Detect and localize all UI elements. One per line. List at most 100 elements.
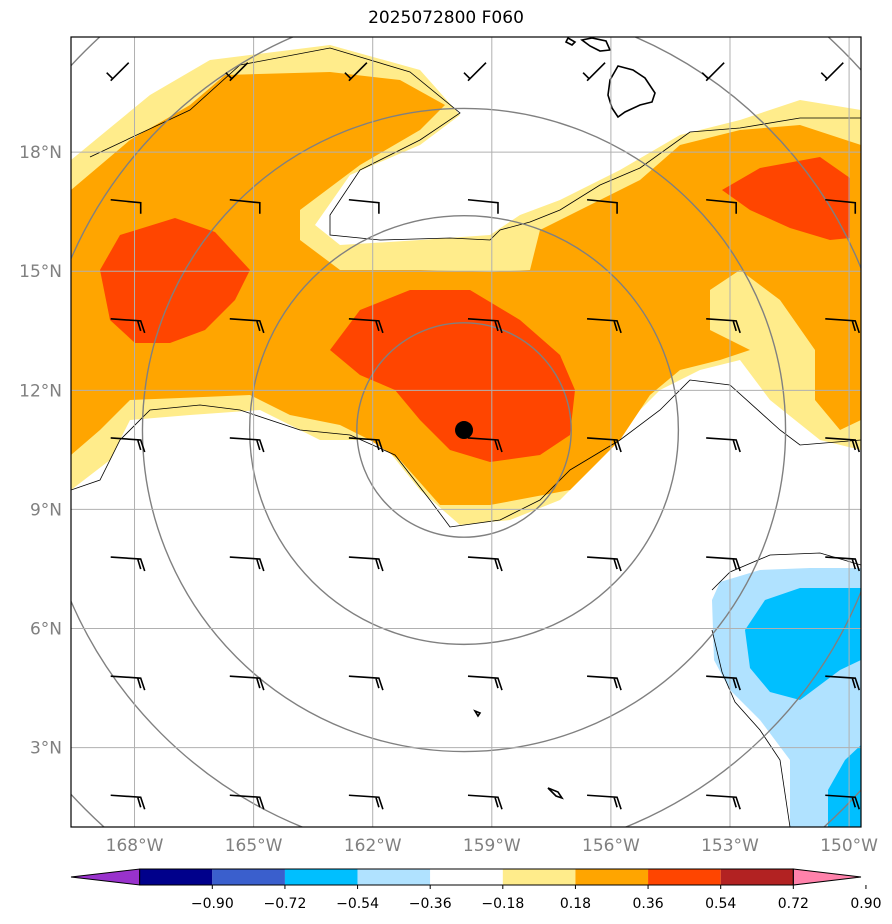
wind-barb [348, 318, 384, 334]
lat-tick-label: 18°N [19, 143, 62, 163]
wind-barbs [106, 62, 861, 810]
wind-barb [348, 675, 384, 691]
wind-barb [467, 437, 503, 453]
wind-barb [706, 675, 741, 691]
wind-barb [706, 794, 741, 810]
lat-tick-label: 9°N [30, 500, 62, 520]
wind-barb [587, 556, 622, 572]
wind-barb [587, 794, 622, 810]
colorbar-tick-label: 0.18 [560, 896, 591, 912]
wind-barb [225, 62, 249, 82]
colorbar-segment [648, 869, 721, 885]
contour-fill-0.54-east [722, 157, 850, 240]
contour-fill-neg-0.36-north [745, 588, 861, 700]
wind-barb [825, 556, 861, 572]
storm-center-marker [455, 421, 474, 440]
coastlines [473, 37, 656, 800]
atoll-coastline-2 [547, 787, 564, 800]
lat-tick-label: 6°N [30, 620, 62, 640]
wind-barb [348, 794, 384, 810]
colorbar-tick-label: −0.90 [191, 896, 234, 912]
colorbar-segment [575, 869, 649, 885]
wind-barb [344, 62, 368, 82]
colorbar-tick-label: 0.90 [850, 896, 881, 912]
lon-tick-label: 156°W [582, 836, 640, 856]
map-frame [70, 36, 862, 828]
contour-fill-0.36 [71, 72, 861, 505]
range-ring [141, 107, 787, 753]
lon-tick-label: 168°W [106, 836, 164, 856]
wind-barb [110, 556, 146, 572]
range-ring [248, 214, 680, 646]
wind-barb [106, 62, 130, 82]
wind-barb [110, 437, 146, 453]
wind-barb [110, 198, 142, 214]
colorbar-tick-label: −0.18 [481, 896, 524, 912]
wind-barb [706, 556, 741, 572]
wind-barb [587, 675, 622, 691]
wind-barb [825, 675, 861, 691]
lon-tick-label: 162°W [344, 836, 402, 856]
lat-tick-label: 15°N [19, 262, 62, 282]
colorbar-segment [212, 869, 285, 885]
wind-barb [348, 437, 384, 453]
wind-barb [229, 198, 261, 214]
wind-barb [348, 556, 384, 572]
wind-barb [348, 198, 380, 214]
contour-fill-0.54-west [100, 218, 250, 343]
colorbar-tick-label: 0.54 [705, 896, 736, 912]
wind-barb [587, 198, 618, 214]
wind-barb [467, 675, 503, 691]
wind-barb [701, 62, 725, 82]
lat-tick-label: 12°N [19, 381, 62, 401]
wind-barb [467, 794, 503, 810]
lon-tick-label: 150°W [820, 836, 878, 856]
contour-fill-0.54-central [330, 290, 575, 462]
wind-barb [110, 675, 146, 691]
colorbar-extend-low [70, 868, 141, 886]
wind-barb [467, 198, 499, 214]
lat-axis: 18°N 15°N 12°N 9°N 6°N 3°N [19, 143, 62, 758]
colorbar-extend-high [792, 868, 862, 886]
contour-fill-neg-0.36-south [828, 745, 861, 827]
range-ring [356, 322, 572, 538]
lon-tick-label: 153°W [701, 836, 759, 856]
islet-coastline [564, 37, 577, 46]
wind-barb [110, 318, 146, 334]
colorbar-outline [139, 868, 794, 886]
big-island-coastline [607, 65, 656, 119]
wind-barb [467, 318, 503, 334]
lon-tick-label: 159°W [463, 836, 521, 856]
wind-barb [463, 62, 487, 82]
wind-barb [229, 437, 265, 453]
atoll-coastline [473, 709, 482, 718]
maui-coastline [580, 37, 612, 52]
colorbar-tick-label: −0.36 [409, 896, 452, 912]
wind-barb [229, 556, 265, 572]
wind-barb [467, 556, 503, 572]
contour-lines [71, 47, 861, 827]
wind-barb [825, 437, 861, 453]
wind-barb [229, 318, 265, 334]
wind-barb [229, 675, 265, 691]
colorbar-segment [502, 869, 576, 885]
wind-barb [229, 794, 265, 810]
colorbar: −0.90 −0.72 −0.54 −0.36 −0.18 0.18 0.36 0.54 0.7… [70, 868, 882, 912]
wind-barb [587, 318, 622, 334]
colorbar-segment [284, 869, 358, 885]
lat-tick-label: 3°N [30, 739, 62, 759]
wind-barb [582, 62, 606, 82]
colorbar-segment [430, 869, 503, 885]
colorbar-tick-label: 0.36 [632, 896, 663, 912]
wind-barb [820, 62, 844, 82]
colorbar-tick-label: 0.72 [778, 896, 809, 912]
colorbar-segment [720, 869, 794, 885]
filled-contours [71, 45, 861, 827]
map-title: 2025072800 F060 [368, 8, 524, 28]
contour-line-zero-south [71, 379, 861, 528]
wind-barb [706, 198, 737, 214]
wind-barb [587, 437, 622, 453]
lon-axis: 168°W 165°W 162°W 159°W 156°W 153°W 150°W [106, 836, 879, 856]
colorbar-segment [357, 869, 431, 885]
